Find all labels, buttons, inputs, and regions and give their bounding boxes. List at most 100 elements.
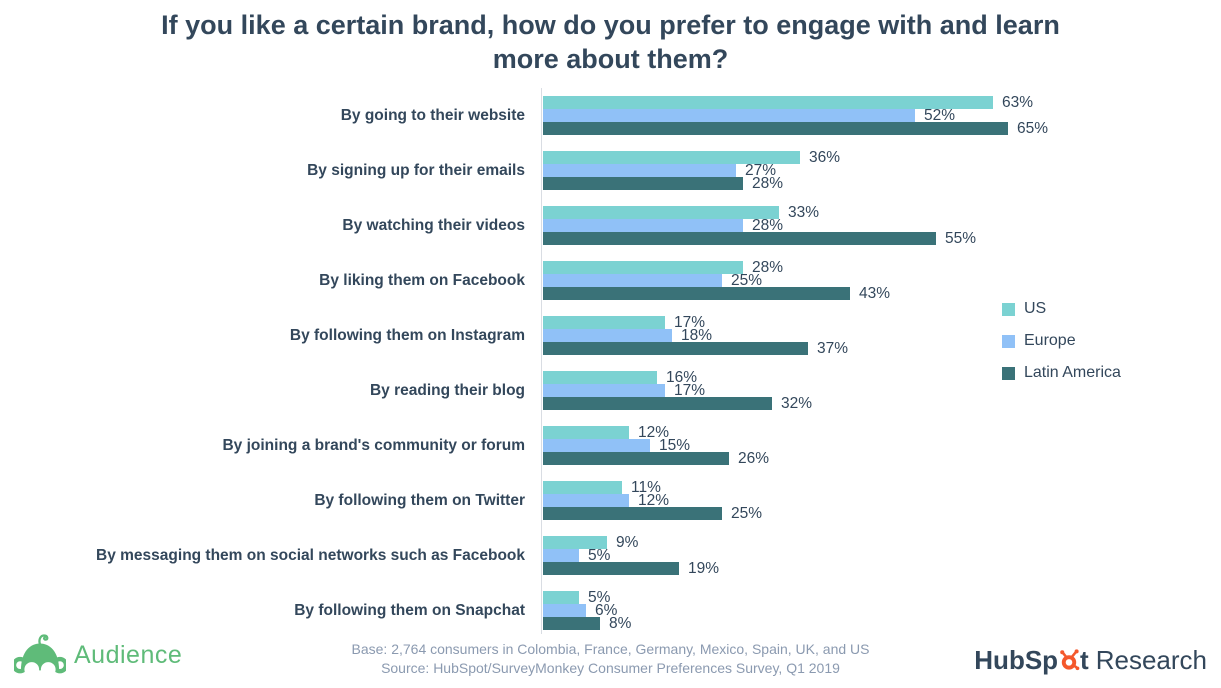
legend-item: US (1002, 300, 1121, 317)
bar-line: 11% (543, 479, 762, 496)
bar-europe (543, 274, 722, 287)
bar-europe (543, 549, 579, 562)
bar-us (543, 151, 800, 164)
bar-value-label: 65% (1017, 120, 1049, 137)
bar-group: 63% 52% 65% (543, 94, 1049, 137)
category-label: By liking them on Facebook (319, 272, 525, 289)
bar-us (543, 426, 629, 439)
chart-row: By signing up for their emails 36% 27% 28% (0, 143, 1221, 198)
bar-line: 15% (543, 437, 769, 454)
bar-europe (543, 109, 915, 122)
bar-line: 28% (543, 217, 976, 234)
bar-line: 18% (543, 327, 848, 344)
bar-value-label: 15% (659, 437, 691, 454)
bar-line: 43% (543, 285, 891, 302)
category-label: By going to their website (340, 107, 525, 124)
legend-item: Latin America (1002, 364, 1121, 381)
legend-swatch-icon (1002, 366, 1015, 380)
legend-label: Europe (1024, 332, 1076, 349)
bar-line: 65% (543, 120, 1049, 137)
chart-row: By going to their website 63% 52% 65% (0, 88, 1221, 143)
bar-line: 36% (543, 149, 841, 166)
legend-label: US (1024, 300, 1047, 317)
bar-line: 52% (543, 108, 1048, 123)
chart-row: By following them on Twitter 11% 12% 25% (0, 473, 1221, 528)
bar-line: 25% (543, 272, 890, 289)
bar-value-label: 28% (752, 217, 784, 234)
bar-line: 32% (543, 395, 813, 412)
y-axis-line (541, 88, 542, 634)
hubspot-research-label: Research (1095, 645, 1207, 675)
bar-group: 9% 5% 19% (543, 534, 719, 576)
bar-line: 28% (543, 176, 840, 191)
bar-line: 28% (543, 260, 890, 275)
hubspot-sprocket-icon (1058, 647, 1080, 678)
legend-swatch-icon (1002, 334, 1015, 348)
bar-latin-america (543, 287, 850, 300)
bar-value-label: 33% (788, 204, 820, 221)
footer-base-text: Base: 2,764 consumers in Colombia, Franc… (351, 641, 870, 657)
bar-us (543, 371, 657, 384)
bar-value-label: 8% (609, 615, 632, 632)
chart-row: By messaging them on social networks suc… (0, 528, 1221, 583)
bar-us (543, 206, 779, 219)
surveymonkey-monkey-icon (11, 631, 69, 680)
hubspot-wordmark-part2: t (1080, 645, 1089, 675)
bar-group: 11% 12% 25% (543, 479, 763, 522)
bar-group: 5% 6% 8% (543, 590, 632, 632)
chart-row: By watching their videos 33% 28% 55% (0, 198, 1221, 253)
bar-us (543, 316, 665, 329)
bar-europe (543, 604, 586, 617)
category-label: By signing up for their emails (307, 162, 525, 179)
bar-value-label: 36% (809, 149, 841, 166)
bar-value-label: 43% (859, 285, 891, 302)
bar-us (543, 261, 743, 274)
bar-line: 19% (543, 561, 719, 576)
footer-source-text: Source: HubSpot/SurveyMonkey Consumer Pr… (381, 660, 840, 676)
bar-line: 55% (543, 230, 977, 247)
chart-title-line1: If you like a certain brand, how do you … (161, 10, 1060, 40)
bar-value-label: 18% (681, 327, 713, 344)
bar-latin-america (543, 397, 772, 410)
bar-value-label: 27% (745, 162, 777, 179)
bar-line: 5% (543, 547, 719, 564)
bar-us (543, 536, 607, 549)
bar-value-label: 9% (616, 534, 639, 551)
legend-item: Europe (1002, 332, 1121, 349)
bar-europe (543, 164, 736, 177)
bar-europe (543, 439, 650, 452)
bar-group: 16% 17% 32% (543, 369, 813, 412)
bar-line: 17% (543, 383, 812, 398)
bar-europe (543, 219, 743, 232)
bar-latin-america (543, 122, 1008, 135)
bar-line: 12% (543, 493, 762, 508)
legend: US Europe Latin America (1002, 300, 1121, 398)
bar-value-label: 32% (781, 395, 813, 412)
bar-value-label: 17% (674, 314, 706, 331)
bar-value-label: 11% (631, 479, 661, 496)
bar-value-label: 26% (738, 450, 770, 467)
category-label: By following them on Twitter (314, 492, 525, 509)
bar-value-label: 25% (731, 272, 763, 289)
bar-value-label: 55% (945, 230, 977, 247)
bar-line: 33% (543, 204, 976, 221)
bar-group: 28% 25% 43% (543, 260, 891, 302)
bar-value-label: 63% (1002, 94, 1034, 111)
chart-row: By liking them on Facebook 28% 25% 43% (0, 253, 1221, 308)
bar-us (543, 591, 579, 604)
bar-value-label: 16% (666, 369, 698, 386)
bar-value-label: 12% (638, 424, 670, 441)
category-label: By messaging them on social networks suc… (96, 547, 525, 564)
bar-us (543, 96, 993, 109)
bar-us (543, 481, 622, 494)
bar-value-label: 6% (595, 602, 618, 619)
bar-value-label: 25% (731, 505, 763, 522)
bar-value-label: 5% (588, 547, 611, 564)
footer-note: Base: 2,764 consumers in Colombia, Franc… (280, 640, 941, 678)
bar-group: 33% 28% 55% (543, 204, 977, 247)
bar-line: 6% (543, 602, 631, 619)
bar-line: 17% (543, 314, 848, 331)
chart-rows: By going to their website 63% 52% 65% By sig… (0, 88, 1221, 638)
bar-group: 12% 15% 26% (543, 424, 770, 467)
